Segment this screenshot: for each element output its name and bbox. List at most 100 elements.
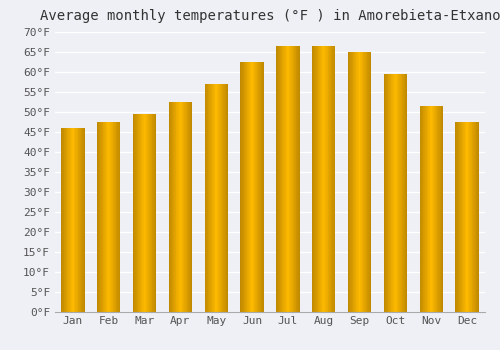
Bar [185,102,186,312]
Bar [390,74,391,312]
Bar [466,121,467,312]
Bar [319,46,320,312]
Bar [464,121,466,312]
Bar [404,74,405,312]
Bar [288,46,290,312]
Bar [82,127,83,312]
Bar [475,121,476,312]
Bar [245,62,246,312]
Bar [108,121,109,312]
Bar [277,46,278,312]
Bar [470,121,471,312]
Bar [139,113,140,312]
Bar [384,74,386,312]
Bar [153,113,154,312]
Bar [456,121,457,312]
Bar [80,127,82,312]
Bar [276,46,277,312]
Bar [148,113,150,312]
Bar [290,46,291,312]
Bar [189,102,190,312]
Bar [138,113,139,312]
Bar [242,62,243,312]
Bar [389,74,390,312]
Bar [425,105,426,312]
Bar [396,74,397,312]
Bar [357,51,358,312]
Bar [144,113,146,312]
Bar [285,46,286,312]
Bar [112,121,114,312]
Bar [430,105,432,312]
Bar [478,121,479,312]
Bar [334,46,336,312]
Bar [438,105,439,312]
Bar [114,121,115,312]
Bar [402,74,403,312]
Bar [282,46,284,312]
Bar [328,46,329,312]
Bar [206,84,207,312]
Bar [294,46,295,312]
Bar [314,46,315,312]
Bar [440,105,442,312]
Bar [241,62,242,312]
Bar [365,51,366,312]
Bar [213,84,214,312]
Bar [69,127,70,312]
Bar [75,127,76,312]
Bar [350,51,351,312]
Bar [77,127,78,312]
Bar [221,84,222,312]
Bar [119,121,120,312]
Bar [150,113,151,312]
Bar [137,113,138,312]
Bar [226,84,227,312]
Bar [76,127,77,312]
Bar [369,51,370,312]
Title: Average monthly temperatures (°F ) in Amorebieta-Etxano: Average monthly temperatures (°F ) in Am… [40,9,500,23]
Bar [295,46,296,312]
Bar [324,46,326,312]
Bar [299,46,300,312]
Bar [392,74,393,312]
Bar [142,113,143,312]
Bar [283,46,284,312]
Bar [424,105,425,312]
Bar [351,51,352,312]
Bar [428,105,429,312]
Bar [432,105,433,312]
Bar [254,62,255,312]
Bar [170,102,171,312]
Bar [73,127,74,312]
Bar [175,102,176,312]
Bar [320,46,322,312]
Bar [252,62,253,312]
Bar [358,51,359,312]
Bar [436,105,438,312]
Bar [62,127,63,312]
Bar [461,121,462,312]
Bar [105,121,106,312]
Bar [79,127,80,312]
Bar [393,74,394,312]
Bar [244,62,245,312]
Bar [147,113,148,312]
Bar [108,121,110,312]
Bar [330,46,331,312]
Bar [352,51,354,312]
Bar [400,74,401,312]
Bar [143,113,144,312]
Bar [366,51,368,312]
Bar [348,51,350,312]
Bar [394,74,396,312]
Bar [468,121,469,312]
Bar [318,46,319,312]
Bar [388,74,389,312]
Bar [78,127,79,312]
Bar [66,127,68,312]
Bar [256,62,257,312]
Bar [186,102,188,312]
Bar [280,46,281,312]
Bar [184,102,185,312]
